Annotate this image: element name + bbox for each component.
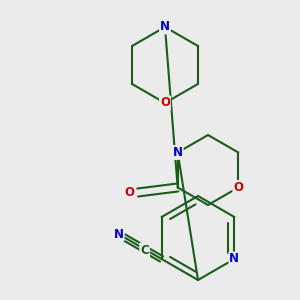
- Text: C: C: [140, 244, 149, 256]
- Text: N: N: [230, 253, 239, 266]
- Text: O: O: [160, 97, 170, 110]
- Text: N: N: [173, 146, 183, 159]
- Text: N: N: [114, 227, 124, 241]
- Text: O: O: [233, 181, 243, 194]
- Text: O: O: [125, 186, 135, 199]
- Text: N: N: [160, 20, 170, 34]
